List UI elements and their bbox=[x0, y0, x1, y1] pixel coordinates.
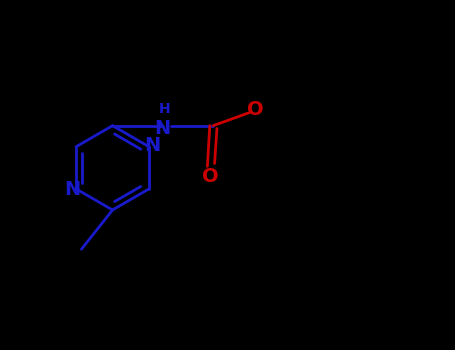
Text: H: H bbox=[159, 102, 171, 116]
Text: N: N bbox=[155, 119, 171, 138]
Text: O: O bbox=[202, 167, 219, 187]
Text: N: N bbox=[144, 136, 161, 155]
Text: N: N bbox=[65, 180, 81, 199]
Text: O: O bbox=[247, 100, 263, 119]
